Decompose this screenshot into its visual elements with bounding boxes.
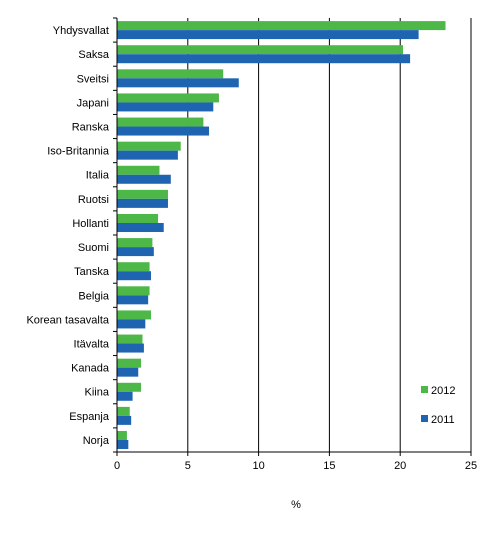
x-tick-label: 10: [252, 460, 264, 472]
bar-2012: [117, 165, 160, 175]
category-label: Iso-Britannia: [47, 146, 110, 158]
x-tick-label: 0: [114, 460, 120, 472]
x-tick-label: 25: [465, 460, 477, 472]
bar-2012: [117, 117, 204, 127]
bar-2012: [117, 334, 143, 344]
category-label: Espanja: [69, 411, 110, 423]
category-label: Itävalta: [74, 339, 110, 351]
bar-2011: [117, 319, 146, 329]
legend-swatch-2012: [421, 386, 428, 393]
bar-2011: [117, 198, 168, 208]
bar-2011: [117, 54, 411, 64]
bar-2011: [117, 126, 210, 136]
legend-swatch-2011: [421, 415, 428, 422]
category-label: Tanska: [74, 266, 110, 278]
axes: [113, 17, 472, 456]
legend-label-2012: 2012: [431, 385, 455, 397]
bar-2012: [117, 382, 142, 392]
bar-2012: [117, 21, 446, 31]
gridlines: [187, 18, 472, 452]
bar-2012: [117, 358, 142, 368]
x-tick-label: 20: [394, 460, 406, 472]
category-label: Sveitsi: [77, 73, 109, 85]
category-label: Korean tasavalta: [26, 314, 109, 326]
legend-label-2011: 2011: [431, 414, 455, 426]
bar-2012: [117, 93, 219, 103]
x-tick-label: 5: [185, 460, 191, 472]
bar-2011: [117, 174, 171, 184]
x-tick-label: 15: [323, 460, 335, 472]
bar-2011: [117, 271, 151, 281]
category-label: Kanada: [71, 363, 110, 375]
bar-2012: [117, 238, 153, 248]
bar-2011: [117, 247, 154, 257]
bar-2011: [117, 78, 239, 88]
bar-2012: [117, 262, 150, 272]
bar-2011: [117, 222, 164, 232]
bar-2011: [117, 343, 144, 353]
category-label: Norja: [83, 435, 110, 447]
x-tick-labels: 0 5 10 15 20 25: [114, 460, 477, 472]
bar-2012: [117, 213, 159, 223]
x-axis-title: %: [291, 499, 301, 511]
bar-2011: [117, 30, 419, 40]
category-label: Suomi: [78, 242, 109, 254]
bar-2012: [117, 189, 168, 199]
category-label: Japani: [77, 97, 109, 109]
bar-2011: [117, 391, 133, 401]
bar-2011: [117, 102, 214, 112]
legend: 2012 2011: [421, 385, 455, 426]
bar-2012: [117, 286, 150, 296]
bar-2012: [117, 406, 130, 416]
bar-2012: [117, 141, 181, 151]
bar-2011: [117, 150, 178, 160]
bar-2012: [117, 430, 127, 440]
bar-2011: [117, 367, 139, 377]
category-label: Ranska: [72, 122, 110, 134]
bar-2012: [117, 310, 151, 320]
category-label: Saksa: [78, 49, 109, 61]
category-label: Hollanti: [72, 218, 109, 230]
bar-2011: [117, 415, 132, 425]
category-label: Kiina: [85, 387, 110, 399]
category-labels: Yhdysvallat Saksa Sveitsi Japani Ranska Iso-B…: [26, 25, 109, 447]
category-label: Yhdysvallat: [53, 25, 109, 37]
bar-2012: [117, 45, 404, 55]
bar-2012: [117, 69, 224, 79]
bars: [117, 21, 446, 449]
bar-2011: [117, 295, 149, 305]
category-label: Ruotsi: [78, 194, 109, 206]
bar-2011: [117, 439, 129, 449]
category-label: Italia: [86, 170, 110, 182]
category-label: Belgia: [78, 290, 109, 302]
